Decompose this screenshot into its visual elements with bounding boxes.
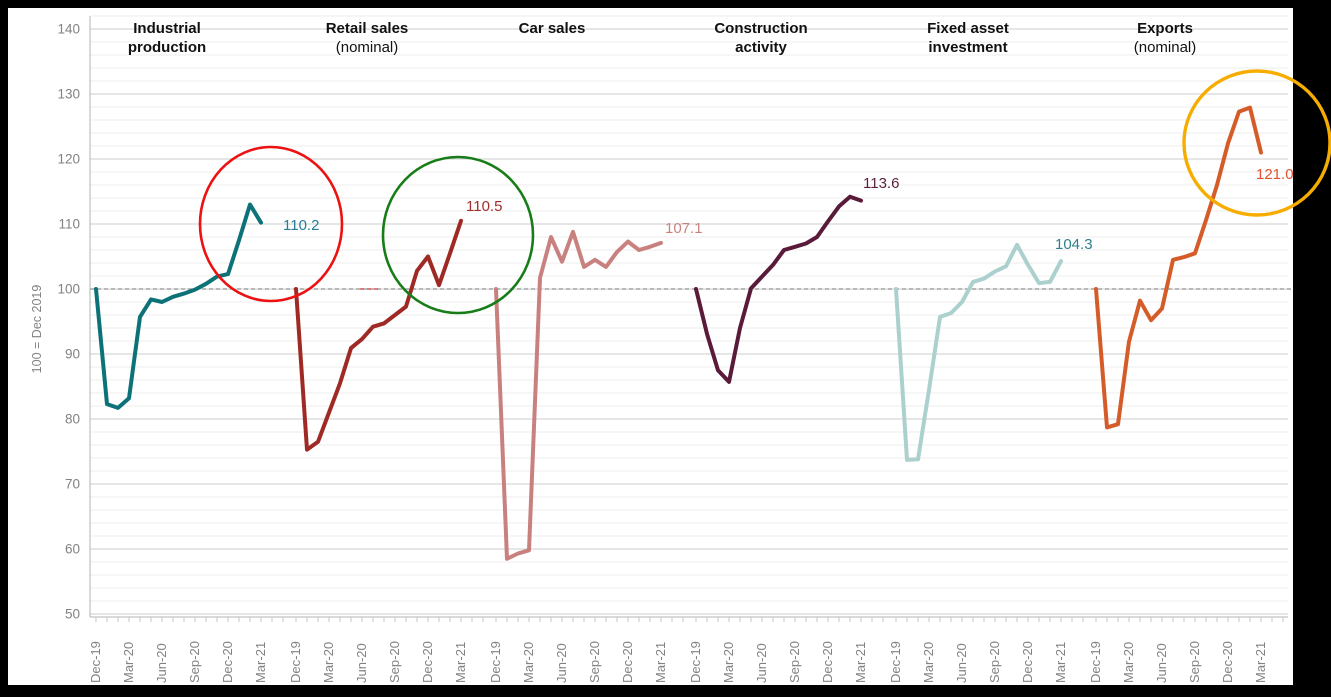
panel-title-fixed-asset-investment: investment bbox=[928, 39, 1007, 56]
x-tick-label: Dec-19 bbox=[488, 641, 503, 683]
panel-title-exports-nominal: Exports bbox=[1137, 20, 1193, 37]
x-tick-label: Mar-20 bbox=[721, 642, 736, 683]
value-label-construction-activity: 113.6 bbox=[863, 175, 899, 192]
value-label-industrial-production: 110.2 bbox=[283, 217, 319, 234]
x-tick-label: Mar-21 bbox=[253, 642, 268, 683]
plot-panel bbox=[8, 8, 1293, 685]
value-label-fixed-asset-investment: 104.3 bbox=[1055, 236, 1093, 253]
panel-title-construction-activity: Construction bbox=[714, 20, 807, 37]
x-tick-label: Dec-19 bbox=[688, 641, 703, 683]
x-tick-label: Jun-20 bbox=[554, 643, 569, 683]
x-tick-label: Dec-19 bbox=[1088, 641, 1103, 683]
series-line-construction-activity bbox=[694, 194, 863, 384]
panel-title-retail-sales-nominal: Retail sales bbox=[326, 20, 409, 37]
x-tick-label: Dec-20 bbox=[820, 641, 835, 683]
series-line-exports-nominal bbox=[1094, 105, 1263, 430]
x-tick-label: Jun-20 bbox=[754, 643, 769, 683]
x-tick-label: Sep-20 bbox=[587, 641, 602, 683]
panel-title-retail-sales-nominal: (nominal) bbox=[336, 39, 399, 56]
x-tick-label: Mar-20 bbox=[921, 642, 936, 683]
value-label-retail-sales-nominal: 110.5 bbox=[466, 198, 502, 215]
x-tick-label: Dec-20 bbox=[220, 641, 235, 683]
y-tick-label: 110 bbox=[58, 217, 80, 232]
x-tick-label: Mar-21 bbox=[453, 642, 468, 683]
annotation-circle-industrial-production-peak bbox=[198, 145, 344, 303]
series-line-fixed-asset-investment bbox=[894, 242, 1063, 462]
series-line-retail-sales-nominal bbox=[294, 218, 463, 452]
series-line-car-sales bbox=[494, 229, 663, 561]
x-tick-label: Jun-20 bbox=[154, 643, 169, 683]
panel-title-car-sales: Car sales bbox=[519, 20, 586, 37]
x-tick-label: Jun-20 bbox=[954, 643, 969, 683]
y-tick-label: 130 bbox=[57, 87, 80, 102]
y-tick-label: 140 bbox=[57, 22, 80, 37]
x-tick-label: Sep-20 bbox=[1187, 641, 1202, 683]
x-tick-label: Jun-20 bbox=[1154, 643, 1169, 683]
x-tick-label: Mar-21 bbox=[653, 642, 668, 683]
x-tick-label: Jun-20 bbox=[354, 643, 369, 683]
x-tick-label: Dec-20 bbox=[620, 641, 635, 683]
y-tick-label: 80 bbox=[65, 412, 80, 427]
panel-title-construction-activity: activity bbox=[735, 39, 787, 56]
y-tick-label: 60 bbox=[65, 542, 80, 557]
annotation-circle-exports-peak bbox=[1182, 69, 1331, 217]
y-tick-label: 50 bbox=[65, 607, 80, 622]
panel-title-fixed-asset-investment: Fixed asset bbox=[927, 20, 1009, 37]
y-tick-label: 70 bbox=[65, 477, 80, 492]
x-tick-label: Mar-20 bbox=[321, 642, 336, 683]
x-tick-label: Mar-21 bbox=[1253, 642, 1268, 683]
x-tick-label: Dec-19 bbox=[88, 641, 103, 683]
y-tick-label: 100 bbox=[57, 282, 80, 297]
x-tick-label: Dec-19 bbox=[888, 641, 903, 683]
x-tick-label: Dec-20 bbox=[420, 641, 435, 683]
x-tick-label: Sep-20 bbox=[987, 641, 1002, 683]
x-tick-label: Mar-21 bbox=[1053, 642, 1068, 683]
x-tick-label: Dec-19 bbox=[288, 641, 303, 683]
series-line-industrial-production bbox=[94, 202, 263, 410]
x-tick-label: Mar-20 bbox=[1121, 642, 1136, 683]
x-tick-label: Mar-20 bbox=[121, 642, 136, 683]
x-tick-label: Sep-20 bbox=[787, 641, 802, 683]
panel-title-exports-nominal: (nominal) bbox=[1134, 39, 1197, 56]
x-tick-label: Sep-20 bbox=[187, 641, 202, 683]
x-tick-label: Mar-20 bbox=[521, 642, 536, 683]
value-label-exports-nominal: 121.0 bbox=[1256, 166, 1294, 183]
annotation-circle-retail-sales-recovery bbox=[381, 155, 535, 315]
x-tick-label: Dec-20 bbox=[1020, 641, 1035, 683]
value-label-car-sales: 107.1 bbox=[665, 220, 703, 237]
panel-title-industrial-production: Industrial bbox=[133, 20, 201, 37]
x-tick-label: Dec-20 bbox=[1220, 641, 1235, 683]
x-tick-label: Sep-20 bbox=[387, 641, 402, 683]
y-tick-label: 90 bbox=[65, 347, 80, 362]
x-tick-label: Mar-21 bbox=[853, 642, 868, 683]
y-axis-title: 100 = Dec 2019 bbox=[30, 285, 44, 374]
panel-title-industrial-production: production bbox=[128, 39, 206, 56]
y-tick-label: 120 bbox=[57, 152, 80, 167]
